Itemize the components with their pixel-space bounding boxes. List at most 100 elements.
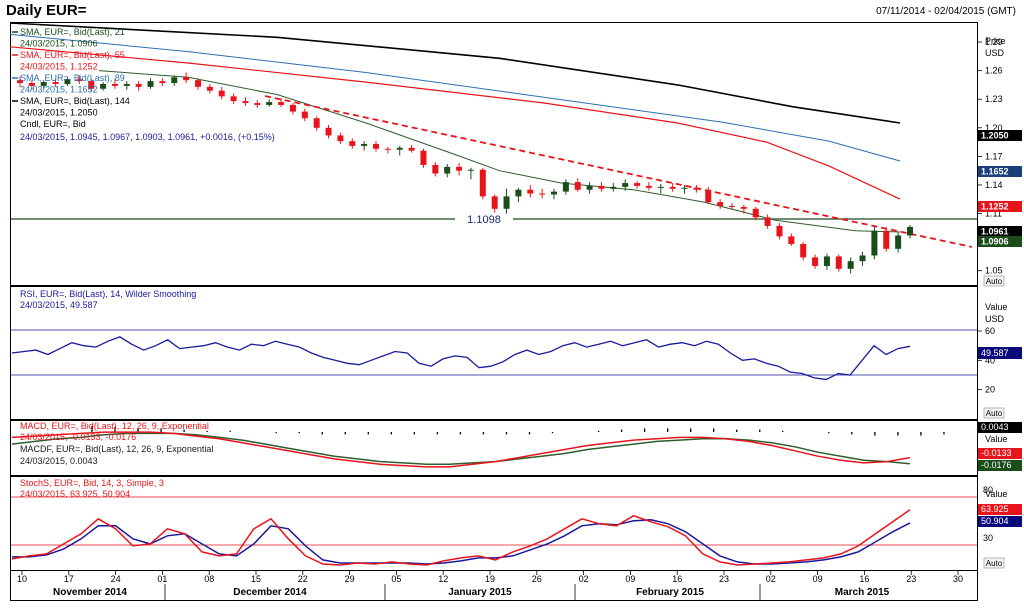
candle-body: [693, 187, 700, 190]
chart-title: Daily EUR=: [6, 2, 87, 19]
date-range: 07/11/2014 - 02/04/2015 (GMT): [876, 6, 1016, 17]
candle-body: [64, 79, 71, 84]
rsi-badge-bg: [978, 347, 1022, 359]
candle-body: [325, 127, 332, 136]
price-axis-title: Price: [985, 36, 1006, 46]
price-auto-button[interactable]: Auto: [986, 277, 1003, 286]
stoch-fast-line: [11, 509, 911, 566]
month-label: January 2015: [448, 587, 512, 598]
candle-body: [515, 189, 522, 197]
x-tick-label: 08: [204, 574, 214, 584]
rsi-axis-ticks: 60 40 20: [977, 326, 995, 395]
candle-body: [17, 80, 23, 84]
price-legend-entry: SMA, EUR=, Bid(Last), 144: [20, 96, 130, 106]
rsi-auto-button-bg[interactable]: [983, 407, 1005, 419]
stoch-legend-2: 24/03/2015, 63.925, 50.904: [20, 489, 130, 499]
price-legend-entry: SMA, EUR=, Bid(Last), 89: [20, 73, 125, 83]
stoch-auto-button-bg[interactable]: [983, 557, 1005, 569]
price-tick-label: 1.17: [985, 151, 1003, 161]
candle-body: [871, 230, 878, 256]
candle-body: [598, 185, 605, 189]
stoch-panel[interactable]: [10, 476, 978, 571]
price-badge: 1.2050: [981, 131, 1009, 141]
candle-body: [135, 83, 142, 87]
candle-body: [491, 196, 498, 209]
rsi-legend-value: 24/03/2015, 49.587: [20, 300, 98, 310]
candle-body: [361, 143, 368, 146]
price-tick-label: 1.11: [985, 209, 1002, 219]
candle-body: [456, 166, 463, 171]
price-legend-entry: 24/03/2015, 1.1252: [20, 62, 98, 72]
candle-body: [622, 183, 629, 187]
candle-body: [218, 90, 225, 97]
x-tick-label: 16: [859, 574, 869, 584]
candle-body: [503, 196, 510, 209]
candle-body: [479, 169, 486, 197]
rsi-axis-unit: USD: [985, 314, 1005, 324]
macd-badge-hist: 0.0043: [981, 422, 1009, 432]
price-legend: SMA, EUR=, Bid(Last), 21 24/03/2015, 1.09…: [12, 27, 130, 129]
candle-body: [147, 81, 154, 87]
candlesticks: [17, 72, 913, 274]
rsi-tick-label: 20: [985, 385, 995, 395]
candle-body: [835, 256, 842, 269]
price-legend-entry: 24/03/2015, 1.1652: [20, 85, 98, 95]
macd-histogram: [91, 426, 945, 436]
price-auto-button-bg[interactable]: [983, 275, 1005, 287]
x-tick-label: 19: [485, 574, 495, 584]
sma-line-3: [9, 22, 901, 124]
rsi-legend-name: RSI, EUR=, Bid(Last), 14, Wilder Smoothi…: [20, 289, 196, 299]
macd-badge-macd-bg: [978, 448, 1022, 459]
rsi-line: [11, 336, 911, 381]
x-tick-label: 01: [157, 574, 167, 584]
candle-body: [313, 118, 320, 128]
macd-legend-1: MACD, EUR=, Bid(Last), 12, 26, 9, Expone…: [20, 421, 209, 431]
macd-panel[interactable]: [10, 420, 978, 476]
candle-body: [289, 104, 296, 112]
price-badge: 1.0961: [981, 227, 1009, 237]
month-label: March 2015: [835, 587, 890, 598]
macd-badge-macdf: -0.0176: [981, 460, 1012, 470]
candle-body: [396, 147, 403, 150]
x-axis-months: November 2014 December 2014 January 2015 Fe…: [53, 584, 890, 600]
stoch-badge-1-bg: [978, 504, 1022, 515]
stoch-auto-button[interactable]: Auto: [986, 559, 1003, 568]
price-tick-label: 1.14: [985, 180, 1003, 190]
candle-body: [562, 182, 569, 192]
rsi-auto-button[interactable]: Auto: [986, 409, 1003, 418]
rsi-panel[interactable]: [10, 286, 978, 420]
candle-body: [764, 217, 771, 226]
price-badge-bg: [978, 130, 1022, 141]
price-panel[interactable]: [10, 22, 978, 286]
candle-body: [776, 225, 783, 237]
price-tick-label: 1.05: [985, 266, 1003, 276]
month-label: December 2014: [233, 587, 307, 598]
candle-body: [171, 77, 178, 84]
rsi-badge: 49.587: [981, 348, 1009, 358]
candle-body: [812, 257, 819, 266]
x-tick-label: 09: [813, 574, 823, 584]
candle-body: [800, 244, 807, 258]
candle-body: [373, 143, 379, 149]
price-tick-label: 1.20: [985, 123, 1003, 133]
macd-badge-macdf-bg: [978, 460, 1022, 471]
sma-line-2: [9, 33, 901, 162]
candle-body: [28, 83, 35, 86]
stoch-legend-1: StochS, EUR=, Bid, 14, 3, Simple, 3: [20, 478, 164, 488]
rsi-axis-title: Value: [985, 302, 1007, 312]
candle-body: [40, 82, 47, 86]
price-legend-entry: SMA, EUR=, Bid(Last), 55: [20, 50, 125, 60]
candle-body: [823, 256, 830, 266]
rsi-tick-label: 60: [985, 326, 995, 336]
x-tick-label: 02: [579, 574, 589, 584]
macd-badge-hist-bg: [978, 422, 1022, 433]
price-axis-unit: USD: [985, 48, 1005, 58]
stoch-tick-30: 30: [983, 533, 993, 543]
stoch-badge-1: 63.925: [981, 504, 1009, 514]
candle-body: [266, 102, 273, 105]
price-ohlc-text: 24/03/2015, 1.0945, 1.0967, 1.0903, 1.09…: [20, 132, 275, 142]
x-tick-label: 02: [766, 574, 776, 584]
candle-body: [432, 164, 439, 174]
